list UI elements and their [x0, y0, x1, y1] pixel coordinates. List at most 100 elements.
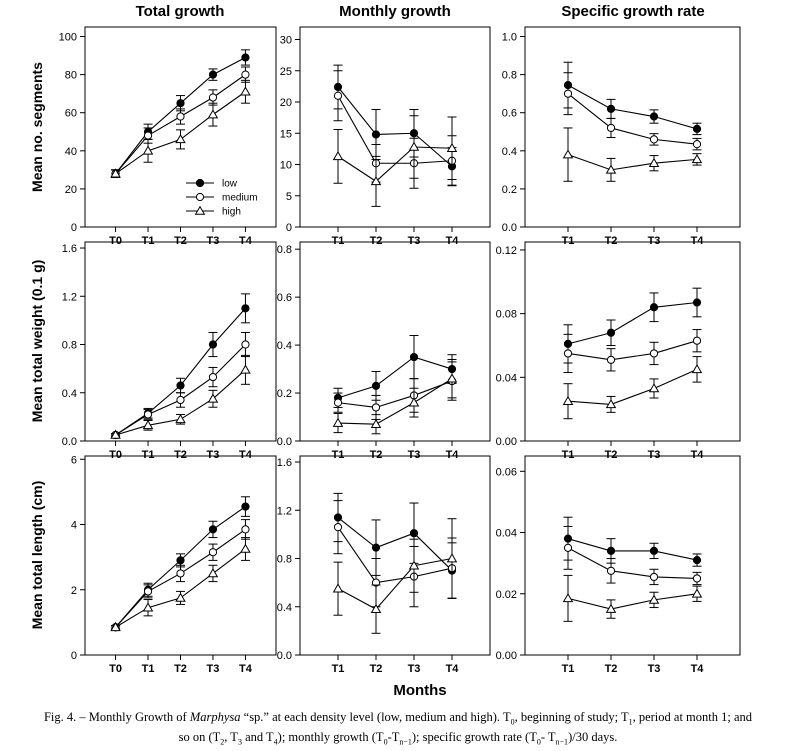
series-medium: [563, 329, 702, 374]
panel-total-weight: 0.0 0.4 0.8 1.2 1.6 T0 T1 T2 T3 T4: [62, 241, 277, 461]
data-point-low: [371, 381, 381, 390]
panel-frame: [524, 455, 741, 656]
series-high: [332, 518, 458, 634]
y-tick-label: 0.12: [496, 245, 517, 257]
x-tick-label: T4: [691, 663, 705, 675]
y-tick-label: 5: [286, 191, 292, 203]
legend-marker-high: [194, 205, 206, 215]
y-tick-label: 0.6: [277, 292, 292, 304]
data-point-high: [562, 592, 574, 603]
data-point-medium: [241, 525, 250, 534]
data-point-low: [371, 130, 381, 139]
y-tick-label: 0.0: [277, 436, 292, 448]
panel-monthly-length: 0.0 0.4 0.8 1.2 1.6 T1 T2 T3 T4: [277, 455, 491, 675]
data-point-medium: [563, 543, 573, 552]
panel-frame: [299, 26, 491, 228]
y-tick-label: 0.04: [496, 372, 517, 384]
data-point-high: [142, 145, 154, 155]
y-tick-label: 1.0: [502, 32, 517, 44]
data-point-medium: [208, 372, 218, 382]
series-low: [333, 492, 457, 599]
series-high: [110, 537, 251, 632]
legend-label-low: low: [222, 179, 238, 190]
series-line-low: [337, 356, 453, 399]
series-medium: [563, 72, 702, 151]
x-tick-label: T4: [446, 235, 460, 247]
series-line-medium: [567, 93, 698, 145]
series-medium: [111, 519, 250, 632]
data-point-high: [175, 592, 186, 602]
series-line-high: [567, 154, 698, 171]
data-point-medium: [563, 89, 573, 98]
panel-total-segments: 0 20 40 60 80 100 T0 T1 T2 T3 T4: [59, 26, 277, 247]
series-low: [111, 496, 250, 632]
y-tick-label: 2: [71, 585, 77, 597]
data-point-low: [208, 525, 218, 534]
x-tick-label: T4: [446, 449, 460, 461]
data-point-medium: [649, 572, 659, 582]
y-tick-label: 60: [65, 108, 77, 120]
x-tick-label: T4: [691, 449, 705, 461]
series-high: [562, 127, 703, 182]
legend: low medium high: [186, 179, 258, 218]
data-point-medium: [692, 336, 702, 345]
data-point-low: [649, 546, 659, 556]
data-point-medium: [333, 91, 343, 100]
panel-sgr-length: 0.00 0.02 0.04 0.06 T1 T2 T3 T4: [496, 455, 741, 675]
y-tick-label: 0.4: [277, 340, 292, 352]
y-tick-label: 0: [286, 222, 292, 234]
data-point-medium: [176, 112, 185, 121]
column-title-2: Monthly growth: [339, 3, 451, 20]
y-tick-label: 0.0: [277, 650, 292, 662]
column-title-1: Total growth: [136, 3, 225, 20]
panel-frame: [299, 455, 491, 656]
data-point-high: [605, 398, 617, 409]
x-tick-label: T3: [408, 449, 421, 461]
y-tick-label: 0.0: [62, 436, 77, 448]
data-point-high: [332, 150, 344, 161]
y-tick-label: 4: [71, 520, 77, 532]
x-tick-label: T1: [142, 235, 155, 247]
data-point-high: [691, 363, 703, 374]
x-tick-label: T2: [605, 449, 618, 461]
data-point-high: [605, 164, 617, 174]
x-tick-label: T0: [109, 449, 122, 461]
series-line-high: [337, 146, 453, 183]
caption-line2: so on (T: [178, 729, 221, 744]
data-point-high: [207, 393, 219, 403]
caption-part1: Fig. 4. – Monthly Growth of: [43, 710, 190, 724]
data-point-high: [370, 603, 382, 613]
x-tick-label: T4: [446, 663, 460, 675]
y-tick-label: 0.8: [62, 340, 77, 352]
series-high: [332, 115, 458, 207]
panel-monthly-segments: 0 5 10 15 20 25 30 T1 T2 T3 T4: [280, 26, 491, 247]
y-tick-label: 0.00: [496, 650, 517, 662]
legend-marker-medium: [195, 192, 205, 202]
series-line-low: [567, 538, 698, 561]
data-point-high: [648, 594, 660, 604]
series-high: [562, 356, 703, 420]
x-tick-label: T1: [332, 663, 345, 675]
data-point-low: [176, 556, 185, 565]
panel-monthly-weight: 0.0 0.2 0.4 0.6 0.8 T1 T2 T3 T4: [277, 241, 491, 461]
y-tick-label: 0: [71, 222, 77, 234]
x-tick-label: T1: [142, 663, 155, 675]
series-line-low: [337, 86, 453, 167]
data-point-high: [240, 364, 251, 374]
y-tick-label: 1.2: [62, 291, 77, 303]
data-point-high: [691, 153, 703, 164]
x-tick-label: T4: [239, 235, 253, 247]
data-point-high: [562, 149, 574, 159]
y-tick-label: 0: [71, 650, 77, 662]
data-point-low: [241, 53, 250, 62]
y-tick-label: 30: [280, 35, 292, 47]
data-point-low: [371, 543, 381, 552]
data-point-medium: [606, 123, 616, 133]
series-line-high: [567, 593, 698, 610]
y-tick-label: 0.02: [496, 589, 517, 601]
data-point-low: [606, 328, 616, 337]
data-point-high: [332, 583, 344, 593]
data-point-medium: [208, 93, 218, 102]
data-point-medium: [563, 349, 573, 358]
legend-marker-low: [195, 178, 205, 188]
